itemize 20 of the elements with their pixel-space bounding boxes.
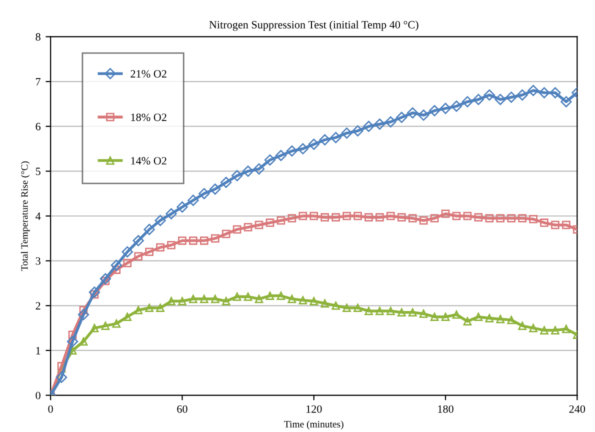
chart-title: Nitrogen Suppression Test (initial Temp 40 °C) [209,20,418,31]
x-tick-label: 0 [48,405,53,413]
x-tick-label: 180 [438,405,454,413]
legend-label: 21% O2 [130,70,166,78]
y-tick-label: 8 [36,33,40,41]
y-tick-label: 0 [36,392,40,400]
y-tick-label: 5 [36,168,40,176]
y-tick-label: 6 [36,122,41,130]
y-axis-title: Total Temperature Rise (°C) [20,161,30,271]
x-tick-label: 120 [306,405,322,413]
y-tick-label: 7 [36,78,41,86]
y-tick-label: 2 [36,302,40,310]
x-axis-title: Time (minutes) [284,420,344,430]
x-tick-label: 240 [569,405,586,413]
x-tick-label: 60 [177,405,188,413]
y-tick-label: 4 [36,212,41,220]
y-tick-label: 1 [36,346,40,354]
y-tick-label: 3 [36,257,40,265]
legend-label: 18% O2 [131,114,166,122]
legend-label: 14% O2 [131,157,166,165]
